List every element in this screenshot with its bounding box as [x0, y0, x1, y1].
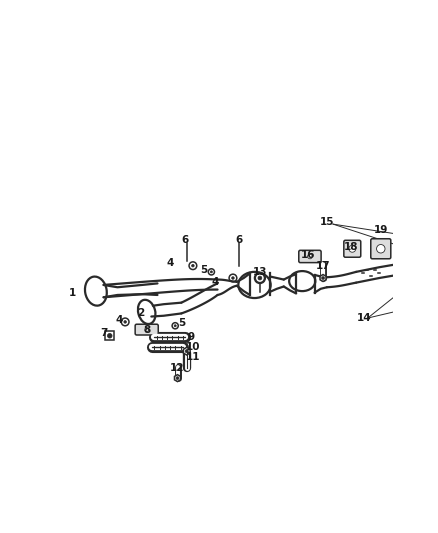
Text: 17: 17 [316, 262, 330, 271]
Text: 8: 8 [143, 325, 150, 335]
FancyBboxPatch shape [371, 239, 391, 259]
Text: 18: 18 [343, 242, 358, 252]
Circle shape [185, 350, 188, 353]
Text: 12: 12 [170, 363, 185, 373]
Text: 4: 4 [115, 316, 123, 325]
Text: 10: 10 [186, 342, 200, 352]
Circle shape [145, 328, 148, 332]
Circle shape [258, 276, 262, 280]
Circle shape [377, 245, 385, 253]
Text: 5: 5 [200, 265, 207, 276]
Polygon shape [320, 274, 326, 281]
Text: 11: 11 [186, 352, 200, 362]
Circle shape [307, 254, 312, 259]
Circle shape [174, 325, 176, 327]
Text: 16: 16 [301, 250, 316, 260]
Text: 15: 15 [320, 217, 334, 227]
Text: 4: 4 [166, 257, 173, 268]
Circle shape [321, 277, 325, 279]
Text: 9: 9 [187, 332, 194, 342]
Circle shape [232, 277, 234, 279]
Text: 13: 13 [253, 267, 267, 277]
Text: 6: 6 [182, 235, 189, 245]
Text: 5: 5 [178, 318, 185, 328]
Circle shape [191, 264, 194, 267]
Circle shape [176, 377, 179, 379]
Polygon shape [184, 348, 190, 355]
Circle shape [349, 245, 356, 252]
FancyBboxPatch shape [135, 324, 158, 335]
Text: 6: 6 [236, 235, 243, 245]
Text: 1: 1 [69, 288, 76, 298]
Text: 7: 7 [100, 328, 107, 338]
Polygon shape [174, 375, 180, 382]
Circle shape [107, 334, 112, 338]
FancyBboxPatch shape [105, 331, 114, 341]
Circle shape [124, 321, 127, 323]
FancyBboxPatch shape [344, 240, 361, 257]
Text: 14: 14 [357, 313, 371, 323]
FancyBboxPatch shape [299, 251, 321, 263]
Text: 2: 2 [137, 308, 144, 318]
Circle shape [210, 271, 212, 273]
Text: 19: 19 [374, 224, 388, 235]
Text: 4: 4 [212, 277, 219, 287]
